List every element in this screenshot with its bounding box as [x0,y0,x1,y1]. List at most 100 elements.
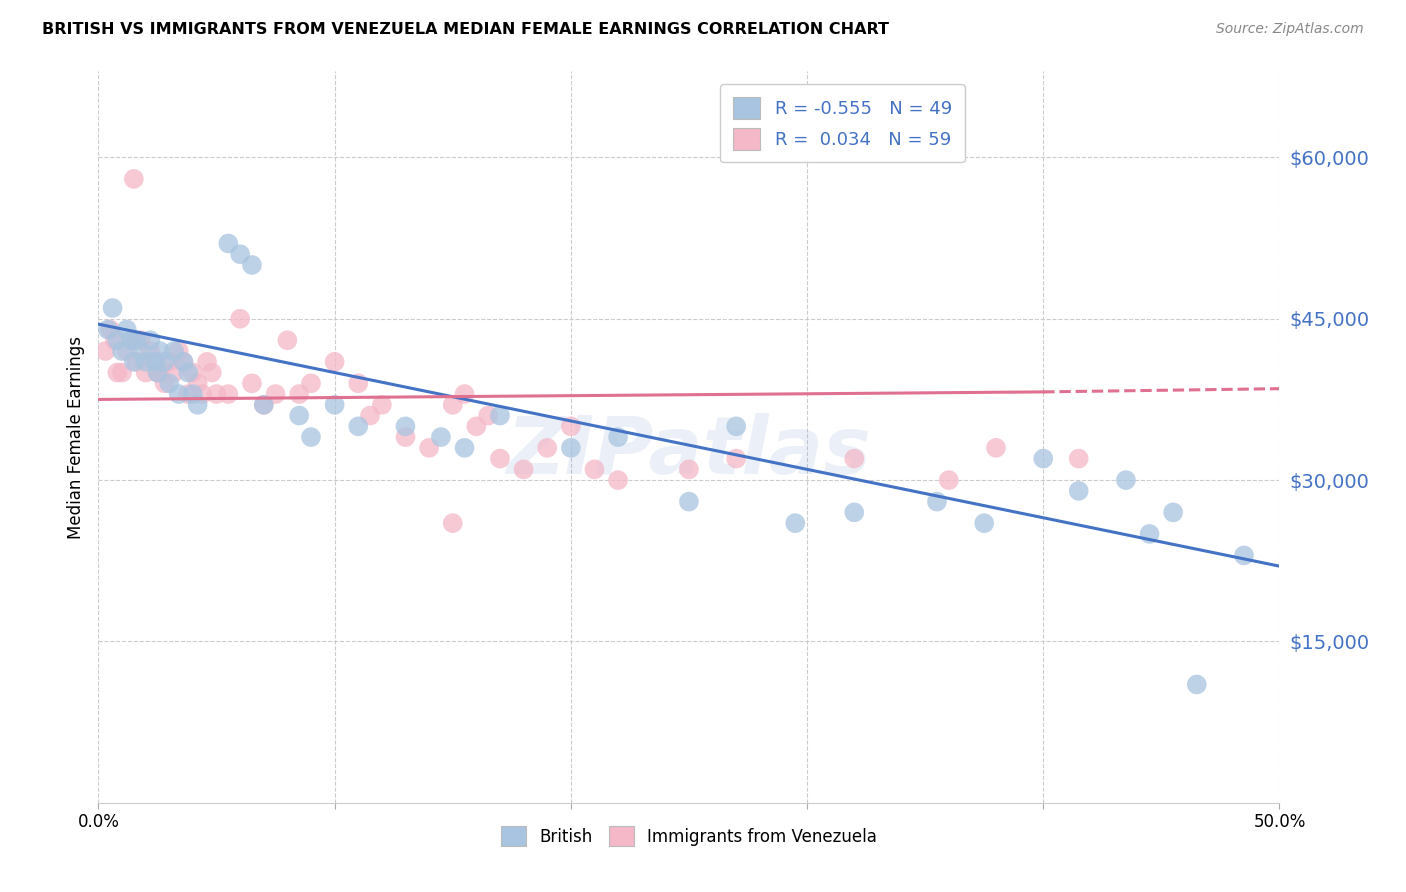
Point [512,462,534,476]
Point [98,322,121,336]
Point [181,387,204,401]
Text: BRITISH VS IMMIGRANTS FROM VENEZUELA MEDIAN FEMALE EARNINGS CORRELATION CHART: BRITISH VS IMMIGRANTS FROM VENEZUELA MED… [42,22,889,37]
Point [97,322,120,336]
Point [973,516,995,530]
Point [253,398,276,412]
Point [105,366,128,380]
Point [477,409,499,423]
Point [111,366,134,380]
Point [153,376,176,391]
Point [229,247,252,261]
Text: Source: ZipAtlas.com: Source: ZipAtlas.com [1216,22,1364,37]
Point [146,366,169,380]
Point [371,398,394,412]
Point [560,441,582,455]
Point [453,387,475,401]
Point [122,355,145,369]
Point [844,505,866,519]
Point [489,409,512,423]
Point [418,441,440,455]
Point [177,387,200,401]
Point [111,344,134,359]
Point [172,355,194,369]
Point [94,344,117,359]
Point [489,451,512,466]
Point [187,398,209,412]
Point [253,398,276,412]
Point [347,376,370,391]
Point [607,473,630,487]
Point [465,419,488,434]
Point [143,355,166,369]
Point [149,344,172,359]
Point [264,387,287,401]
Point [844,451,866,466]
Point [323,355,346,369]
Point [139,333,162,347]
Point [725,419,748,434]
Point [135,366,157,380]
Point [143,355,166,369]
Point [299,376,322,391]
Point [1161,505,1184,519]
Point [1233,549,1256,563]
Point [925,494,948,508]
Point [153,355,176,369]
Point [1185,677,1208,691]
Y-axis label: Median Female Earnings: Median Female Earnings [66,335,84,539]
Point [323,398,346,412]
Point [115,322,138,336]
Point [104,333,127,347]
Point [441,398,464,412]
Point [146,366,169,380]
Legend: British, Immigrants from Venezuela: British, Immigrants from Venezuela [494,820,884,853]
Point [157,355,180,369]
Point [1139,527,1161,541]
Point [347,419,370,434]
Point [1032,451,1054,466]
Point [1067,483,1090,498]
Point [938,473,960,487]
Point [288,409,311,423]
Point [149,366,172,380]
Point [678,462,700,476]
Point [115,344,138,359]
Point [430,430,453,444]
Point [101,301,124,315]
Text: ZIPatlas: ZIPatlas [506,413,872,491]
Point [122,172,145,186]
Point [1115,473,1137,487]
Point [607,430,630,444]
Point [121,333,143,347]
Point [125,333,148,347]
Point [217,387,239,401]
Point [229,311,252,326]
Point [187,376,209,391]
Point [453,441,475,455]
Point [121,333,143,347]
Point [105,333,128,347]
Point [678,494,700,508]
Point [299,430,322,444]
Point [785,516,807,530]
Point [394,430,416,444]
Point [167,387,190,401]
Point [1067,451,1090,466]
Point [560,419,582,434]
Point [177,366,200,380]
Point [725,451,748,466]
Point [129,344,152,359]
Point [163,366,186,380]
Point [172,355,194,369]
Point [536,441,558,455]
Point [217,236,239,251]
Point [167,344,190,359]
Point [129,333,152,347]
Point [135,355,157,369]
Point [191,387,214,401]
Point [240,376,263,391]
Point [914,128,936,143]
Point [288,387,311,401]
Point [157,376,180,391]
Point [240,258,263,272]
